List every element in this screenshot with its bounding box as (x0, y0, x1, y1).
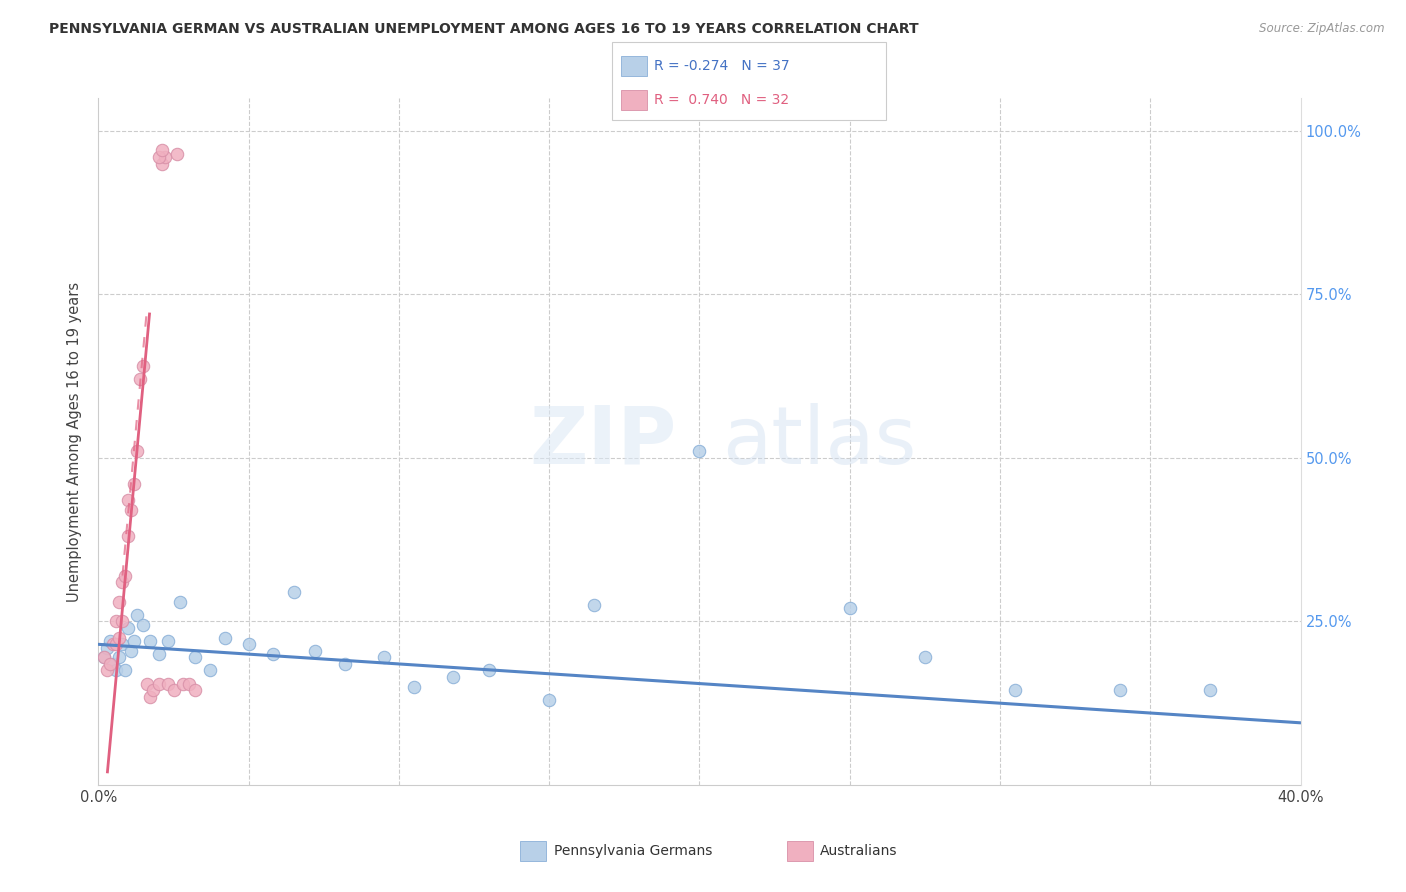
Point (132, 359, 155, 374)
Point (583, 598, 606, 612)
Point (108, 595, 131, 609)
Point (129, 372, 152, 386)
Point (198, 664, 221, 678)
Point (105, 615, 128, 629)
Point (538, 693, 561, 707)
Point (153, 150, 176, 164)
Point (1199, 683, 1222, 698)
Point (121, 503, 143, 517)
Point (117, 493, 139, 508)
Point (177, 676, 200, 690)
Point (402, 680, 425, 694)
Point (914, 650, 936, 665)
Text: R = -0.274   N = 37: R = -0.274 N = 37 (654, 59, 789, 73)
Point (111, 575, 134, 590)
Point (100, 657, 122, 671)
Point (373, 650, 395, 665)
Point (838, 601, 860, 615)
Point (689, 444, 711, 458)
Point (121, 644, 143, 658)
Point (166, 146, 188, 161)
Point (117, 621, 139, 635)
Point (111, 615, 134, 629)
Text: R =  0.740   N = 32: R = 0.740 N = 32 (654, 93, 789, 107)
Point (100, 634, 122, 648)
Point (117, 529, 139, 543)
Point (138, 690, 160, 704)
Point (148, 647, 170, 661)
Point (304, 644, 326, 658)
Point (127, 444, 149, 458)
Point (148, 676, 170, 690)
Point (124, 634, 146, 648)
Point (96, 664, 118, 678)
Point (96, 640, 118, 655)
Point (103, 637, 125, 651)
Point (138, 634, 160, 648)
Point (183, 683, 205, 698)
Point (150, 144, 173, 158)
Point (93, 650, 115, 665)
Point (169, 595, 191, 609)
Point (333, 657, 356, 671)
Point (172, 676, 194, 690)
Point (238, 637, 260, 651)
Point (156, 634, 179, 648)
Point (135, 676, 157, 690)
Point (108, 631, 131, 645)
Text: PENNSYLVANIA GERMAN VS AUSTRALIAN UNEMPLOYMENT AMONG AGES 16 TO 19 YEARS CORRELA: PENNSYLVANIA GERMAN VS AUSTRALIAN UNEMPL… (49, 22, 920, 37)
Point (441, 670, 464, 684)
Point (111, 637, 134, 651)
Text: atlas: atlas (723, 402, 917, 481)
Point (148, 150, 170, 164)
Y-axis label: Unemployment Among Ages 16 to 19 years: Unemployment Among Ages 16 to 19 years (67, 282, 83, 601)
Point (262, 647, 284, 661)
Point (93, 650, 115, 665)
Text: Australians: Australians (820, 844, 897, 858)
Text: Source: ZipAtlas.com: Source: ZipAtlas.com (1260, 22, 1385, 36)
Point (156, 676, 179, 690)
Point (478, 664, 501, 678)
Point (124, 477, 146, 491)
Point (105, 664, 128, 678)
Point (114, 664, 136, 678)
Point (108, 650, 131, 665)
Point (162, 683, 184, 698)
Text: ZIP: ZIP (530, 402, 676, 481)
Point (114, 568, 136, 582)
Point (103, 657, 125, 671)
Point (132, 617, 155, 632)
Point (1109, 683, 1132, 698)
Point (283, 585, 305, 599)
Point (1004, 683, 1026, 698)
Point (150, 156, 173, 170)
Point (105, 637, 128, 651)
Point (141, 683, 163, 698)
Point (127, 607, 149, 622)
Point (183, 650, 205, 665)
Point (214, 631, 236, 645)
Text: Pennsylvania Germans: Pennsylvania Germans (554, 844, 713, 858)
